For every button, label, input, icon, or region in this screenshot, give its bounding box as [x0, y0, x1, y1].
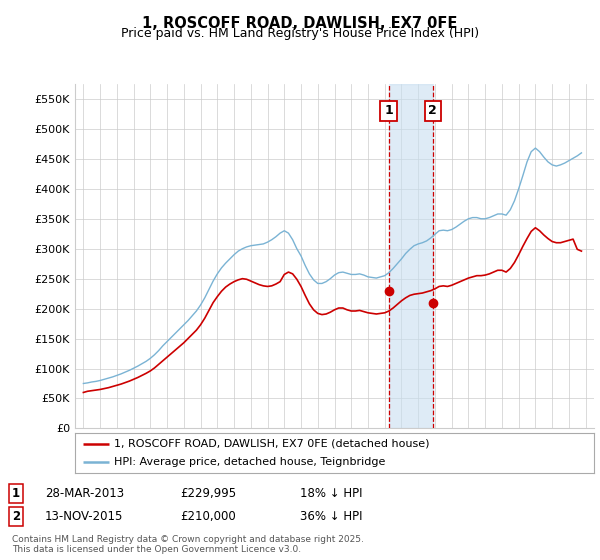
Text: 2: 2	[428, 105, 437, 118]
Text: £210,000: £210,000	[180, 510, 236, 524]
Text: 13-NOV-2015: 13-NOV-2015	[45, 510, 124, 524]
Text: 1, ROSCOFF ROAD, DAWLISH, EX7 0FE (detached house): 1, ROSCOFF ROAD, DAWLISH, EX7 0FE (detac…	[114, 439, 430, 449]
Text: 1, ROSCOFF ROAD, DAWLISH, EX7 0FE: 1, ROSCOFF ROAD, DAWLISH, EX7 0FE	[142, 16, 458, 31]
Text: Price paid vs. HM Land Registry's House Price Index (HPI): Price paid vs. HM Land Registry's House …	[121, 27, 479, 40]
Text: HPI: Average price, detached house, Teignbridge: HPI: Average price, detached house, Teig…	[114, 458, 385, 467]
Text: 1: 1	[12, 487, 20, 501]
Text: 1: 1	[384, 105, 393, 118]
Text: £229,995: £229,995	[180, 487, 236, 501]
Text: 2: 2	[12, 510, 20, 524]
Text: 28-MAR-2013: 28-MAR-2013	[45, 487, 124, 501]
Text: Contains HM Land Registry data © Crown copyright and database right 2025.
This d: Contains HM Land Registry data © Crown c…	[12, 535, 364, 554]
Text: 18% ↓ HPI: 18% ↓ HPI	[300, 487, 362, 501]
Text: 36% ↓ HPI: 36% ↓ HPI	[300, 510, 362, 524]
Bar	[389, 84, 433, 428]
